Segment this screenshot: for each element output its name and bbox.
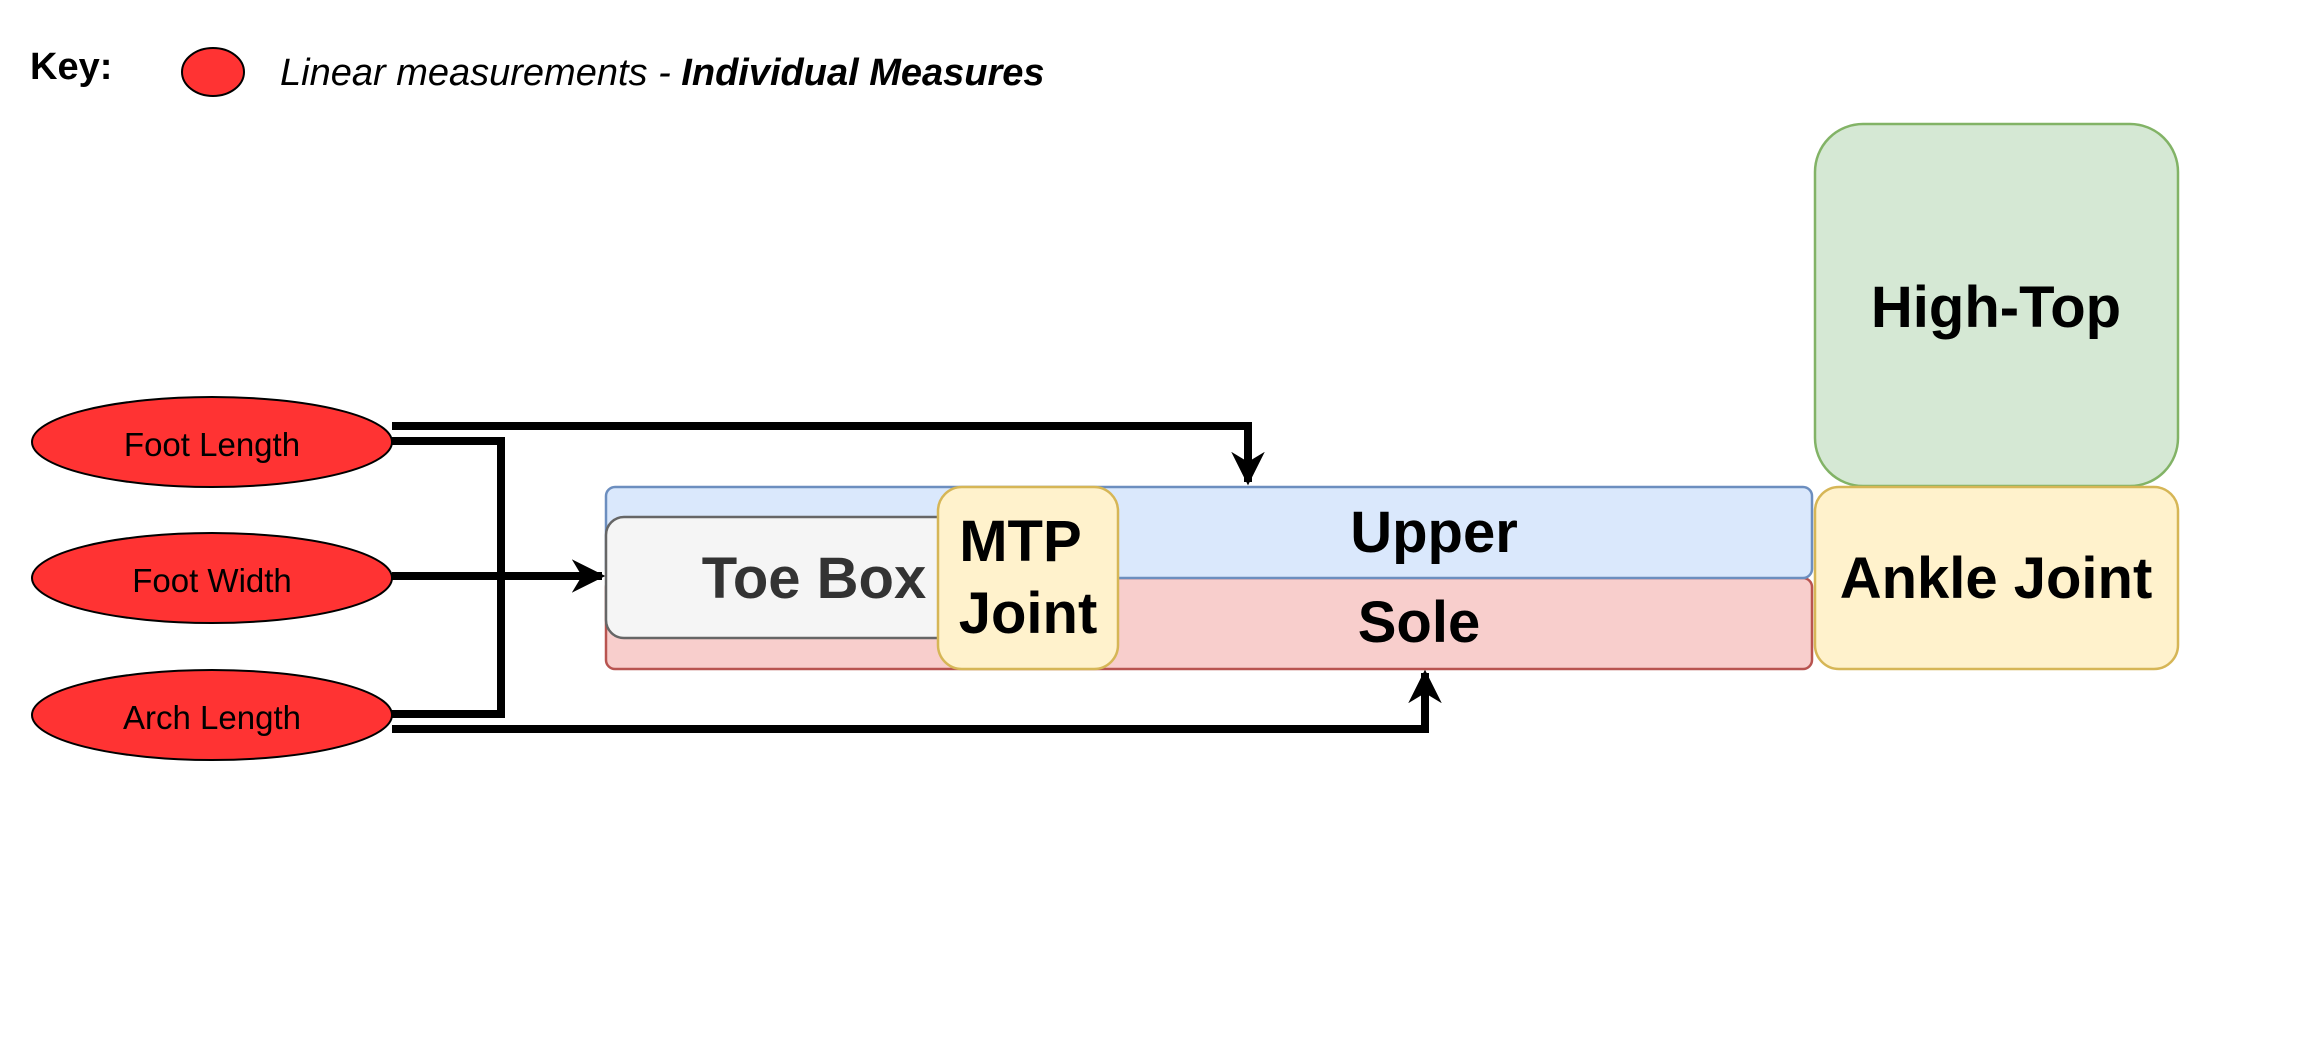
block-sole-label: Sole [1358, 590, 1481, 655]
block-ankle-joint: Ankle Joint [1813, 485, 2180, 671]
block-upper-label: Upper [1350, 500, 1518, 565]
legend-text: Linear measurements - Individual Measure… [280, 52, 1045, 94]
measure-foot-width: Foot Width [31, 532, 393, 624]
block-ankle-joint-label: Ankle Joint [1840, 546, 2153, 611]
measure-arch-length-ellipse [31, 669, 393, 761]
block-ankle-joint-rect [1813, 485, 2180, 671]
connector-foot-length-to-upper [392, 422, 1265, 486]
legend: Key: Linear measurements - Individual Me… [30, 46, 1045, 97]
block-mtp-joint-rect [936, 485, 1120, 671]
legend-text-italic: Linear measurements - [280, 52, 681, 94]
block-mtp-joint: MTP Joint [936, 485, 1120, 671]
measure-arch-length-label: Arch Length [123, 699, 301, 736]
legend-swatch [181, 47, 245, 97]
legend-text-bold: Individual Measures [681, 52, 1044, 94]
legend-label: Key: [30, 46, 112, 88]
block-mtp-joint-label: MTP Joint [959, 509, 1098, 646]
measure-foot-length: Foot Length [31, 396, 393, 488]
block-high-top-label: High-Top [1871, 275, 2121, 340]
block-toe-box: Toe Box [604, 515, 968, 640]
measure-foot-length-ellipse [31, 396, 393, 488]
block-mtp-joint-label-line2: Joint [959, 581, 1098, 646]
connectors [392, 422, 1442, 733]
measure-foot-length-label: Foot Length [124, 426, 300, 463]
measure-foot-width-label: Foot Width [132, 562, 292, 599]
block-toe-box-label: Toe Box [702, 546, 927, 611]
block-mtp-joint-label-line1: MTP [959, 509, 1080, 574]
connector-arch-length-to-sole [392, 669, 1442, 733]
block-high-top: High-Top [1813, 122, 2180, 488]
measure-foot-width-ellipse [31, 532, 393, 624]
measure-arch-length: Arch Length [31, 669, 393, 761]
